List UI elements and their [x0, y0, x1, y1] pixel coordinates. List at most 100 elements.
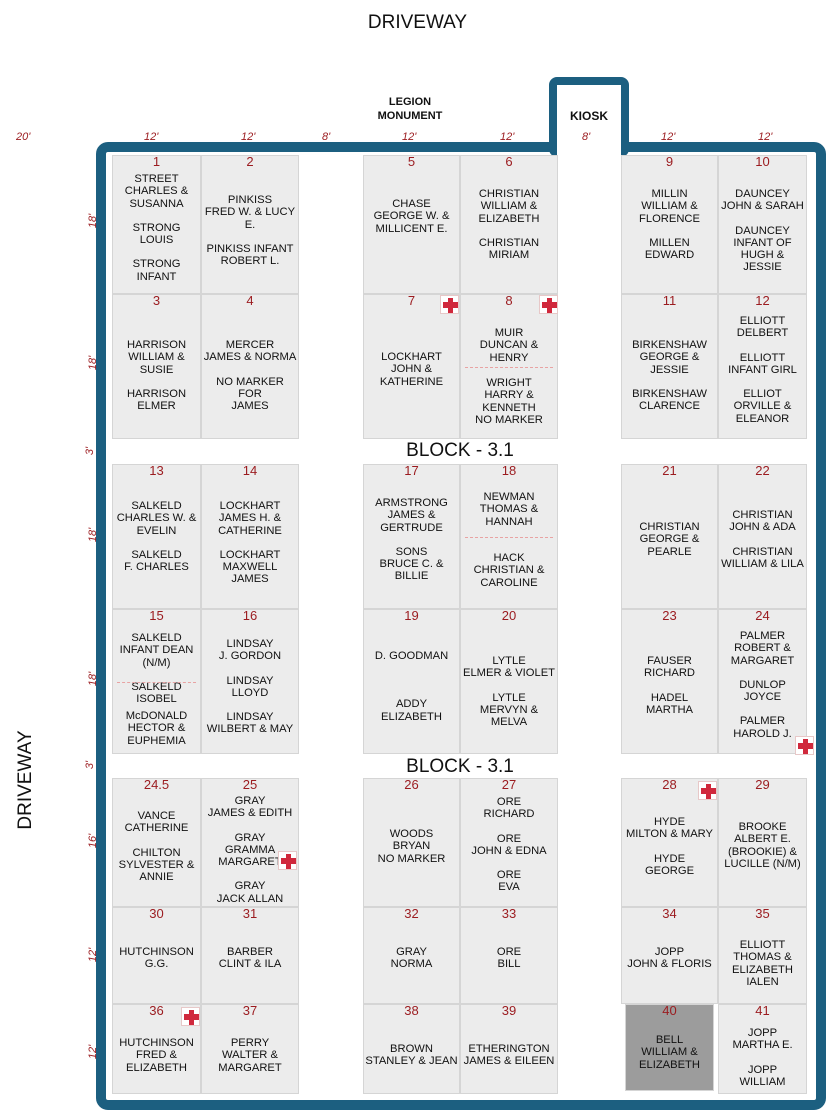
plot-41[interactable]: 41 JOPP MARTHA E. JOPP WILLIAM — [718, 1004, 807, 1094]
plot-6[interactable]: 6 CHRISTIAN WILLIAM & ELIZABETH CHRISTIAN MIR… — [460, 155, 558, 294]
line-spacer — [720, 376, 805, 388]
line-spacer — [114, 210, 199, 222]
plot-33[interactable]: 33 ORE BILL — [460, 907, 558, 1004]
occupant-line: DUNCAN & HENRY — [479, 339, 539, 364]
plot-17[interactable]: 17 ARMSTRONG JAMES & GERTRUDE SONS BRUCE C. &… — [363, 464, 460, 609]
line-spacer — [203, 820, 297, 832]
occupant-line: GRAY — [396, 946, 427, 958]
occupant-line: ELMER & VIOLET — [462, 667, 555, 680]
plot-3[interactable]: 3 HARRISON WILLIAM & SUSIE HARRISON ELMER — [112, 294, 201, 439]
plot-7[interactable]: 7 LOCKHART JOHN & KATHERINE — [363, 294, 460, 439]
plot-11[interactable]: 11 BIRKENSHAW GEORGE & JESSIE BIRKENSHAW CLA… — [621, 294, 718, 439]
occupant-line: CHILTON — [132, 846, 181, 859]
plot-2[interactable]: 2 PINKISS FRED W. & LUCY E. PINKISS INFANT R… — [201, 155, 299, 294]
plot-25[interactable]: 25 GRAY JAMES & EDITH GRAY GRAMMA MARGARET GR… — [201, 778, 299, 954]
plot-12[interactable]: 12 ELLIOTT DELBERT ELLIOTT INFANT GIRL ELLIOT… — [718, 294, 807, 439]
plot-19[interactable]: 19 D. GOODMAN ADDY ELIZABETH — [363, 609, 460, 754]
column-width-label: 8' — [322, 131, 331, 143]
row-height-label: 18' — [87, 527, 100, 543]
occupant-line: ARMSTRONG — [375, 497, 448, 509]
plot-number: 6 — [505, 154, 513, 169]
plot-occupants: ELLIOTT THOMAS & ELIZABETH IALEN — [720, 939, 805, 988]
plot-number: 24.5 — [143, 777, 170, 792]
line-spacer — [623, 841, 716, 853]
plot-number: 5 — [407, 154, 416, 169]
plot-number: 1 — [152, 154, 161, 169]
plot-number: 12 — [755, 293, 770, 308]
occupant-line: NORMA — [390, 958, 433, 971]
plot-1[interactable]: 1 STREET CHARLES & SUSANNA STRONG LOUIS STRONG… — [112, 155, 201, 294]
occupant-line: ORE — [496, 946, 522, 958]
plot-15[interactable]: 15 SALKELD INFANT DEAN (N/M) SALKELD ISOBEL M… — [112, 609, 201, 754]
occupant-line: BRYAN — [392, 840, 431, 853]
occupant-line: GERTRUDE — [380, 521, 443, 534]
row-height-label: 12' — [87, 947, 100, 963]
occupant-line: FLORENCE — [639, 212, 700, 225]
plot-13[interactable]: 13 SALKELD CHARLES W. & EVELIN SALKELD F. CHA… — [112, 464, 201, 609]
plot-26[interactable]: 26 WOODS BRYAN NO MARKER — [363, 778, 460, 907]
plot-24-5[interactable]: 24.5 VANCE CATHERINE CHILTON SYLVESTER & ANNI… — [112, 778, 201, 907]
occupant-line: LOCKHART — [219, 548, 281, 561]
plot-21[interactable]: 21 CHRISTIAN GEORGE & PEARLE — [621, 464, 718, 609]
plot-18[interactable]: 18 NEWMAN THOMAS & HANNAH HACK CHRISTIAN & CAR… — [460, 464, 558, 609]
plot-9[interactable]: 9 MILLIN WILLIAM & FLORENCE MILLEN EDWARD — [621, 155, 718, 294]
plot-16[interactable]: 16 LINDSAY J. GORDON LINDSAY LLOYD LINDSAY WIL… — [201, 609, 299, 754]
plot-number: 21 — [662, 463, 677, 478]
plot-8[interactable]: 8 MUIR DUNCAN & HENRY WRIGHT HARRY & KENNETH N… — [460, 294, 558, 439]
occupant-line: DAUNCEY — [735, 188, 790, 200]
plot-number: 15 — [149, 608, 164, 623]
plot-39[interactable]: 39 ETHERINGTON JAMES & EILEEN — [460, 1004, 558, 1094]
occupant-line: STANLEY & JEAN — [365, 1055, 458, 1068]
line-spacer — [365, 674, 458, 686]
occupant-line: CATHERINE — [218, 524, 282, 537]
plot-number: 7 — [407, 293, 416, 308]
plot-occupants: SALKELD INFANT DEAN (N/M) SALKELD ISOBEL — [114, 632, 199, 705]
occupant-line: PALMER — [739, 715, 786, 728]
plot-10[interactable]: 10 DAUNCEY JOHN & SARAH DAUNCEY INFANT OF HUG… — [718, 155, 807, 294]
occupant-line: LOUIS — [139, 234, 174, 247]
plot-24[interactable]: 24 PALMER ROBERT & MARGARET DUNLOP JOYCE PALME… — [718, 609, 814, 755]
occupant-line: INFANT DEAN (N/M) — [119, 644, 194, 669]
plot-34[interactable]: 34 JOPP JOHN & FLORIS — [621, 907, 718, 1004]
plot-4[interactable]: 4 MERCER JAMES & NORMA NO MARKER FOR JAMES — [201, 294, 299, 439]
plot-occupants: BELL WILLIAM & ELIZABETH — [627, 1034, 712, 1071]
plot-number: 32 — [404, 906, 419, 921]
plot-29[interactable]: 29 BROOKE ALBERT E. (BROOKIE) & LUCILLE (N/M… — [718, 778, 807, 907]
plot-occupants: ORE RICHARD ORE JOHN & EDNA ORE EVA — [462, 796, 556, 894]
plot-27[interactable]: 27 ORE RICHARD ORE JOHN & EDNA ORE EVA — [460, 778, 558, 907]
column-width-label: 12' — [241, 131, 256, 143]
plot-35[interactable]: 35 ELLIOTT THOMAS & ELIZABETH IALEN — [718, 907, 807, 1004]
grave-marker-icon — [440, 295, 459, 314]
plot-number: 20 — [501, 608, 517, 623]
occupant-line: HAROLD J. — [733, 727, 792, 740]
occupant-line: GRAY — [234, 880, 266, 893]
plot-number: 3 — [152, 293, 161, 308]
occupant-line: BARBER — [226, 946, 273, 958]
plot-28[interactable]: 28 HYDE MILTON & MARY HYDE GEORGE — [621, 778, 718, 907]
row-height-label: 16' — [87, 833, 100, 849]
plot-32[interactable]: 32 GRAY NORMA — [363, 907, 460, 1004]
line-spacer — [114, 835, 199, 847]
occupant-line: ELLIOTT — [739, 939, 786, 951]
plot-5[interactable]: 5 CHASE GEORGE W. & MILLICENT E. — [363, 155, 460, 294]
occupant-line: HARRISON — [126, 339, 187, 351]
plot-40[interactable]: 40 BELL WILLIAM & ELIZABETH — [625, 1004, 714, 1091]
plot-23[interactable]: 23 FAUSER RICHARD HADEL MARTHA — [621, 609, 718, 754]
plot-22[interactable]: 22 CHRISTIAN JOHN & ADA CHRISTIAN WILLIAM & … — [718, 464, 807, 609]
plot-number: 29 — [755, 777, 770, 792]
occupant-line: CHARLES W. & — [116, 512, 197, 525]
plot-31[interactable]: 31 BARBER CLINT & ILA — [201, 907, 299, 1004]
plot-20[interactable]: 20 LYTLE ELMER & VIOLET LYTLE MERVYN & MELVA — [460, 609, 558, 754]
occupant-line: WALTER & — [222, 1049, 278, 1062]
plot-divider — [117, 682, 196, 683]
plot-30[interactable]: 30 HUTCHINSON G.G. — [112, 907, 201, 1004]
line-spacer — [114, 376, 199, 388]
line-spacer — [114, 669, 199, 681]
plot-36[interactable]: 36 HUTCHINSON FRED & ELIZABETH — [112, 1004, 201, 1094]
plot-37[interactable]: 37 PERRY WALTER & MARGARET — [201, 1004, 299, 1094]
plot-38[interactable]: 38 BROWN STANLEY & JEAN — [363, 1004, 460, 1094]
plot-occupants: JOPP JOHN & FLORIS — [623, 946, 716, 971]
plot-occupants: HUTCHINSON FRED & ELIZABETH — [114, 1037, 199, 1074]
plot-14[interactable]: 14 LOCKHART JAMES H. & CATHERINE LOCKHART MAX… — [201, 464, 299, 609]
occupant-line: THOMAS & — [733, 951, 792, 964]
